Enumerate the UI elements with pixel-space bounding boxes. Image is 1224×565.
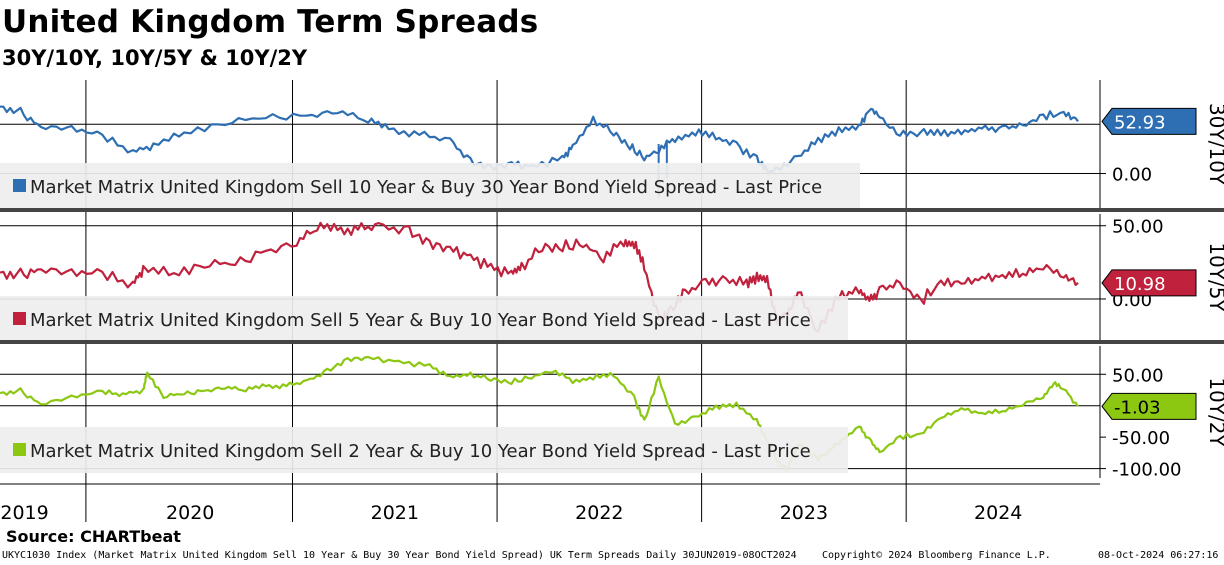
- y-tick-label-1-0: 50.00: [1112, 217, 1164, 238]
- footer-timestamp: 08-Oct-2024 06:27:16: [1098, 550, 1219, 561]
- legend-label-0: Market Matrix United Kingdom Sell 10 Yea…: [30, 177, 822, 198]
- series-line-10Y-2Y: [0, 355, 1079, 471]
- x-tick-label-2022: 2022: [575, 502, 623, 524]
- legend-swatch-1: [13, 312, 26, 325]
- y-tick-label-2-2: -100.00: [1112, 460, 1181, 481]
- y-tick-label-0-0: 0.00: [1112, 165, 1152, 186]
- y-tick-label-2-0: 50.00: [1112, 365, 1164, 386]
- last-value-label-0: 52.93: [1114, 112, 1166, 133]
- last-value-flag-1: [1101, 269, 1197, 297]
- footer-index-description: UKYC1030 Index (Market Matrix United Kin…: [2, 550, 797, 561]
- y-tick-label-2-1: -50.00: [1112, 428, 1170, 449]
- x-tick-label-2020: 2020: [166, 502, 214, 524]
- y-axis-title-0: 30Y/10Y: [1205, 103, 1224, 186]
- legend-box-0: [0, 163, 860, 209]
- chart-subtitle: 30Y/10Y, 10Y/5Y & 10Y/2Y: [2, 46, 308, 70]
- x-tick-label-2023: 2023: [780, 502, 828, 524]
- series-line-30Y-10Y: [0, 105, 1079, 175]
- series-line-10Y-5Y: [0, 221, 1079, 333]
- y-axis-title-1: 10Y/5Y: [1205, 242, 1224, 312]
- last-value-flag-0: [1101, 107, 1197, 135]
- panel-separator-2: [0, 340, 1224, 344]
- legend-swatch-0: [13, 179, 26, 192]
- last-value-label-1: 10.98: [1114, 274, 1166, 295]
- last-value-label-2: -1.03: [1114, 397, 1161, 418]
- legend-box-1: [0, 296, 848, 342]
- legend-label-1: Market Matrix United Kingdom Sell 5 Year…: [30, 310, 811, 331]
- legend-label-2: Market Matrix United Kingdom Sell 2 Year…: [30, 441, 811, 462]
- panel-separator-1: [0, 208, 1224, 212]
- legend-box-2: [0, 427, 848, 473]
- source-label: Source: CHARTbeat: [6, 527, 181, 546]
- chart-title: United Kingdom Term Spreads: [2, 4, 539, 40]
- legend-swatch-2: [13, 443, 26, 456]
- x-tick-label-2021: 2021: [371, 502, 419, 524]
- x-tick-label-2024: 2024: [974, 502, 1022, 524]
- footer-copyright: Copyright© 2024 Bloomberg Finance L.P.: [822, 550, 1051, 561]
- last-value-flag-2: [1101, 392, 1197, 420]
- y-axis-title-2: 10Y/2Y: [1205, 377, 1224, 447]
- x-tick-label-2019: 2019: [0, 502, 48, 524]
